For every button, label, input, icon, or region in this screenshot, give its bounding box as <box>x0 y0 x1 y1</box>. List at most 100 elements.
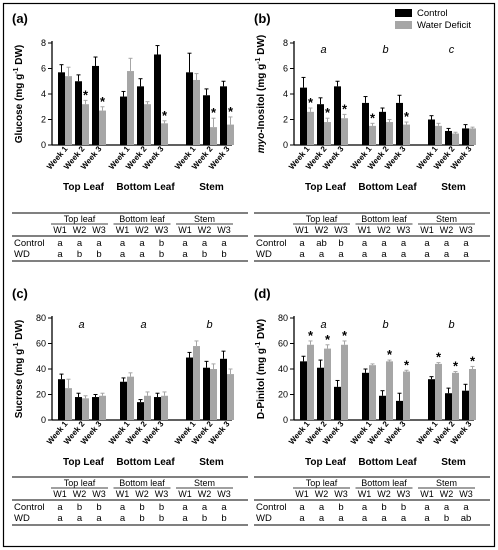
bar-control <box>334 386 341 420</box>
bar-water-deficit <box>307 344 314 420</box>
bar-control <box>137 86 144 145</box>
table-cell: a <box>381 513 387 524</box>
table-group-header: Stem <box>436 214 457 224</box>
bar-water-deficit <box>99 110 106 145</box>
bar-water-deficit <box>341 118 348 145</box>
table-cell: ab <box>461 513 472 524</box>
table-cell: a <box>319 502 325 513</box>
table-cell: a <box>221 238 227 249</box>
bar-water-deficit <box>65 76 72 145</box>
table-cell: a <box>77 513 83 524</box>
bar-water-deficit <box>369 125 376 145</box>
group-label: Bottom Leaf <box>116 182 175 193</box>
bar-control <box>379 111 386 145</box>
bar-water-deficit <box>193 346 200 420</box>
table-group-header: Top leaf <box>306 214 338 224</box>
y-tick-label: 6 <box>41 64 46 74</box>
bar-water-deficit <box>386 361 393 420</box>
table-col-header: W3 <box>92 489 106 499</box>
table-cell: a <box>96 513 102 524</box>
bar-control <box>334 86 341 145</box>
table-group-header: Bottom leaf <box>361 478 407 488</box>
bar-water-deficit <box>227 374 234 420</box>
table-row-label: WD <box>256 513 272 524</box>
table-cell: b <box>338 502 343 513</box>
table-cell: a <box>319 513 325 524</box>
table-group-header: Stem <box>194 214 215 224</box>
table-cell: b <box>159 238 164 249</box>
significance-star: * <box>436 350 442 365</box>
bar-water-deficit <box>324 122 331 145</box>
y-tick-label: 2 <box>283 115 288 125</box>
table-row-label: Control <box>256 502 287 513</box>
bar-water-deficit <box>369 365 376 420</box>
y-tick-label: 2 <box>41 115 46 125</box>
group-label: Bottom Leaf <box>358 182 417 193</box>
table-cell: b <box>159 513 164 524</box>
bar-water-deficit <box>210 369 217 420</box>
table-group-header: Stem <box>194 478 215 488</box>
table-cell: a <box>182 249 188 260</box>
significance-star: * <box>387 347 393 362</box>
significance-star: * <box>325 105 331 120</box>
bar-control <box>362 102 369 145</box>
y-tick-label: 20 <box>278 390 288 400</box>
significance-star: * <box>404 109 410 124</box>
y-tick-label: 60 <box>278 339 288 349</box>
bar-control <box>317 104 324 145</box>
y-tick-label: 40 <box>36 364 46 374</box>
table-col-header: W3 <box>217 489 231 499</box>
bar-control <box>445 130 452 145</box>
legend-swatch <box>395 21 412 29</box>
bar-water-deficit <box>193 79 200 145</box>
bar-water-deficit <box>386 122 393 145</box>
table-cell: a <box>424 238 430 249</box>
table-cell: a <box>182 238 188 249</box>
y-tick-label: 8 <box>41 38 46 48</box>
bar-water-deficit <box>341 344 348 420</box>
bar-water-deficit <box>127 376 134 420</box>
table-col-header: W1 <box>295 225 309 235</box>
table-group-header: Top leaf <box>64 214 96 224</box>
table-row-label: Control <box>14 502 45 513</box>
table-cell: a <box>182 513 188 524</box>
table-cell: a <box>463 249 469 260</box>
y-tick-label: 0 <box>41 415 46 425</box>
panel-label: (c) <box>12 286 28 301</box>
table-col-header: W1 <box>358 489 372 499</box>
table-col-header: W3 <box>217 225 231 235</box>
table-cell: a <box>202 238 208 249</box>
group-label: Bottom Leaf <box>358 457 417 468</box>
table-cell: ab <box>316 238 327 249</box>
table-col-header: W2 <box>315 489 329 499</box>
table-cell: b <box>202 513 207 524</box>
table-col-header: W2 <box>377 489 391 499</box>
table-cell: b <box>77 249 82 260</box>
group-label: Stem <box>441 457 466 468</box>
group-label: Stem <box>199 182 224 193</box>
table-col-header: W3 <box>334 489 348 499</box>
bar-water-deficit <box>82 398 89 420</box>
table-row-label: WD <box>256 249 272 260</box>
bar-water-deficit <box>82 104 89 145</box>
table-cell: b <box>159 502 164 513</box>
table-cell: a <box>57 513 63 524</box>
table-cell: a <box>299 238 305 249</box>
table-cell: a <box>362 513 368 524</box>
bar-control <box>220 358 227 420</box>
table-cell: a <box>338 513 344 524</box>
table-cell: a <box>139 249 145 260</box>
table-group-header: Stem <box>436 478 457 488</box>
table-col-header: W2 <box>73 225 87 235</box>
table-col-header: W2 <box>135 225 149 235</box>
table-cell: a <box>362 249 368 260</box>
bar-water-deficit <box>227 124 234 145</box>
table-cell: a <box>96 238 102 249</box>
table-cell: b <box>159 249 164 260</box>
bar-water-deficit <box>452 133 459 145</box>
table-col-header: W2 <box>440 225 454 235</box>
table-group-header: Top leaf <box>306 478 338 488</box>
table-col-header: W1 <box>178 489 192 499</box>
